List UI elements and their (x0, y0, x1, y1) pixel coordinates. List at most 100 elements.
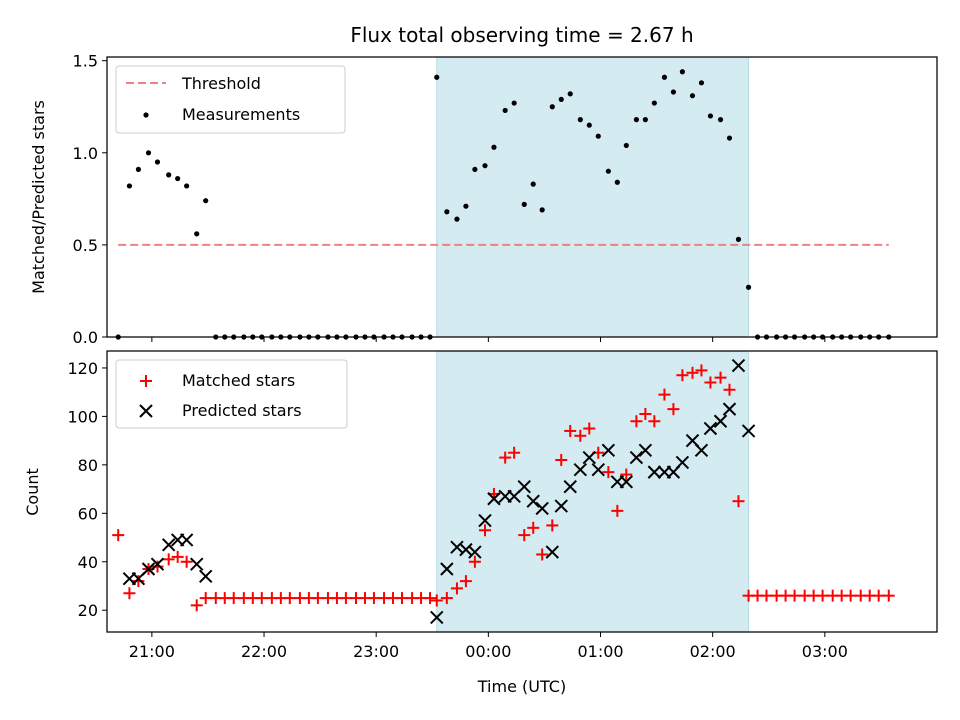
predicted-stars-point-b (430, 610, 444, 625)
measurements-point (605, 168, 611, 174)
predicted-stars-point (190, 557, 204, 571)
matched-stars-point (180, 555, 193, 568)
predicted-legend-marker (139, 404, 153, 418)
predicted-stars-point-b (722, 402, 737, 416)
matched-stars-point (686, 366, 699, 379)
matched-stars-point (190, 599, 203, 612)
x-tick-label: 23:00 (353, 642, 399, 661)
matched-stars-point (395, 592, 408, 605)
matched-stars-point (518, 529, 531, 542)
matched-stars-point (255, 592, 268, 605)
predicted-stars-point-b (450, 540, 464, 554)
measurements-point (745, 284, 752, 290)
matched-stars-point (630, 415, 643, 428)
measurements-point (567, 91, 573, 97)
predicted-stars-point (150, 557, 165, 571)
predicted-stars-point (573, 462, 588, 477)
predicted-stars-point (731, 358, 746, 373)
matched-stars-point (450, 582, 463, 595)
measurements-point (577, 117, 583, 123)
matched-stars-point (639, 407, 652, 420)
y-tick-label: 60 (78, 504, 98, 523)
matched-stars-point (788, 589, 801, 602)
predicted-stars-point (582, 450, 597, 465)
predicted-stars-point-b (554, 499, 568, 513)
matched-stars-point (367, 592, 380, 605)
predicted-stars-point (430, 610, 444, 625)
y-tick-label: 120 (67, 359, 98, 378)
predicted-stars-point-b (141, 562, 156, 576)
matched-stars-point (704, 376, 717, 389)
threshold-legend-label: Threshold (181, 74, 261, 93)
matched-stars-point (508, 446, 521, 459)
predicted-stars-point-b (478, 513, 492, 528)
measurements-point (126, 183, 133, 189)
predicted-stars-point-b (150, 557, 165, 571)
matched-stars-point (611, 504, 624, 517)
predicted-stars-point (535, 501, 549, 516)
measurements-point (482, 163, 488, 169)
matched-stars-point (123, 587, 136, 600)
chart-title: Flux total observing time = 2.67 h (350, 23, 693, 47)
matched-stars-point (816, 589, 829, 602)
predicted-stars-point (468, 545, 482, 559)
measurements-point (633, 117, 640, 123)
matched-stars-point (536, 548, 549, 561)
matched-stars-point (564, 424, 577, 437)
measurements-point (463, 203, 469, 209)
count-y-axis-label: Count (23, 468, 42, 516)
predicted-stars-point-b (694, 443, 709, 458)
matched-stars-point (151, 560, 164, 573)
measurements-point (642, 117, 648, 123)
predicted-stars-point-b (713, 414, 728, 428)
measurements-point (689, 93, 696, 99)
predicted-stars-point (450, 540, 464, 554)
ratio-plot-area (115, 56, 892, 340)
x-tick-label: 22:00 (241, 642, 287, 661)
predicted-stars-point (675, 455, 690, 470)
matched-stars-point (583, 422, 596, 435)
matched-stars-point (424, 592, 437, 605)
measurements-point (698, 80, 705, 86)
y-tick-label: 20 (78, 601, 98, 620)
measurements-legend-label: Measurements (182, 105, 300, 124)
predicted-stars-point-b (647, 465, 662, 479)
measurements-point (444, 209, 450, 215)
matched-stars-point (478, 524, 491, 537)
predicted-stars-point-b (629, 450, 644, 465)
predicted-stars-point (601, 443, 616, 458)
predicted-stars-point (517, 479, 531, 494)
x-tick-label: 00:00 (465, 642, 511, 661)
measurements-point (539, 207, 545, 213)
matched-stars-point (882, 589, 895, 602)
matched-stars-point (658, 388, 671, 401)
matched-legend-label: Matched stars (182, 371, 295, 390)
matched-stars-point (339, 592, 352, 605)
measurements-point (511, 100, 517, 106)
measurements-point (472, 166, 478, 172)
matched-stars-point (574, 429, 587, 442)
matched-stars-point (162, 553, 175, 566)
predicted-stars-point-b (685, 433, 700, 448)
measurements-point (586, 122, 592, 128)
predicted-stars-point (638, 443, 653, 458)
matched-stars-point (872, 589, 885, 602)
predicted-stars-point-b (487, 492, 501, 506)
predicted-stars-point-b (582, 450, 597, 465)
predicted-stars-point (694, 443, 709, 458)
matched-stars-point (112, 529, 125, 542)
measurements-point (661, 74, 668, 80)
matched-legend-marker (140, 375, 152, 387)
measurements-point (651, 100, 657, 106)
matched-stars-point (546, 519, 559, 532)
predicted-stars-point-b (161, 538, 176, 552)
measurements-point (184, 183, 190, 189)
measurements-point (502, 107, 508, 114)
predicted-stars-point (741, 424, 756, 438)
measurements-point (558, 96, 564, 102)
predicted-stars-point-b (440, 562, 454, 576)
measurements-point (203, 198, 209, 204)
predicted-stars-point-b (545, 545, 559, 559)
predicted-stars-point (619, 475, 634, 489)
